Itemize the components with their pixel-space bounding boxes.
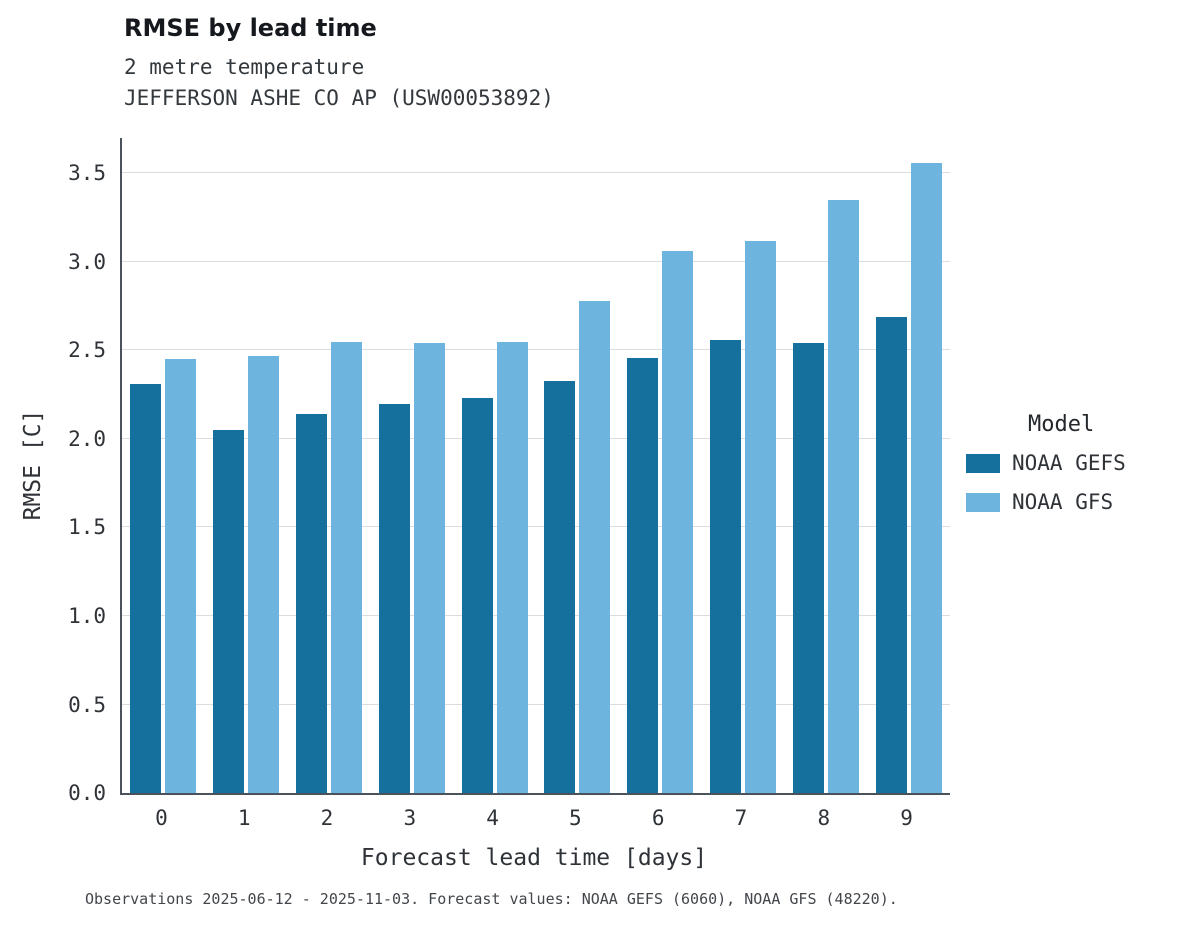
bar-group-8 bbox=[784, 199, 867, 793]
y-tick-label: 3.0 bbox=[68, 249, 106, 274]
gridline bbox=[122, 437, 950, 439]
bar-noaa-gefs-day-4 bbox=[461, 398, 493, 793]
bar-group-0 bbox=[122, 359, 205, 793]
bar-noaa-gfs-day-2 bbox=[330, 341, 362, 793]
bar-noaa-gfs-day-4 bbox=[496, 341, 528, 793]
legend: Model NOAA GEFS NOAA GFS bbox=[966, 412, 1126, 529]
x-tick-label: 8 bbox=[817, 806, 831, 830]
legend-entry-noaa-gfs: NOAA GFS bbox=[966, 490, 1126, 514]
bar-noaa-gfs-day-7 bbox=[744, 240, 776, 793]
bar-noaa-gefs-day-1 bbox=[213, 430, 245, 793]
x-tick-label: 2 bbox=[320, 806, 334, 830]
y-tick-label: 2.5 bbox=[68, 338, 106, 363]
bar-group-1 bbox=[205, 355, 288, 793]
x-tick-label: 9 bbox=[900, 806, 913, 830]
bar-group-3 bbox=[370, 343, 453, 793]
bar-noaa-gefs-day-8 bbox=[792, 343, 824, 793]
x-tick-label: 1 bbox=[237, 806, 251, 830]
x-tick-label: 0 bbox=[155, 806, 168, 830]
bar-noaa-gefs-day-0 bbox=[130, 384, 162, 793]
bar-noaa-gefs-day-5 bbox=[544, 380, 576, 793]
chart-subtitle: 2 metre temperature JEFFERSON ASHE CO AP… bbox=[124, 52, 554, 114]
x-tick-label: 7 bbox=[734, 806, 748, 830]
bar-group-2 bbox=[288, 341, 371, 793]
legend-label: NOAA GFS bbox=[1012, 490, 1114, 514]
subtitle-station: JEFFERSON ASHE CO AP (USW00053892) bbox=[124, 86, 554, 110]
x-axis-title: Forecast lead time [days] bbox=[360, 845, 708, 871]
x-tick-label: 4 bbox=[486, 806, 499, 830]
gridline bbox=[122, 172, 950, 174]
legend-label: NOAA GEFS bbox=[1012, 451, 1126, 475]
bar-noaa-gfs-day-3 bbox=[413, 343, 445, 793]
y-tick-label: 1.0 bbox=[68, 603, 106, 628]
chart-title: RMSE by lead time bbox=[124, 14, 377, 42]
legend-title: Model bbox=[1028, 412, 1095, 437]
bar-noaa-gfs-day-6 bbox=[662, 251, 694, 793]
y-tick-label: 2.0 bbox=[68, 426, 106, 451]
legend-swatch-icon bbox=[966, 453, 1000, 473]
subtitle-variable: 2 metre temperature bbox=[124, 55, 365, 79]
gridline bbox=[122, 260, 950, 262]
x-axis-tick-labels: 0 1 2 3 4 5 6 7 8 9 bbox=[120, 806, 948, 830]
bar-group-6 bbox=[619, 251, 702, 793]
plot-area bbox=[120, 138, 950, 795]
bars-layer bbox=[122, 138, 950, 793]
y-tick-label: 0.0 bbox=[68, 781, 106, 805]
bar-noaa-gefs-day-3 bbox=[378, 403, 410, 793]
bar-noaa-gefs-day-9 bbox=[875, 316, 907, 793]
x-tick-label: 3 bbox=[403, 806, 417, 830]
y-tick-label: 1.5 bbox=[68, 515, 106, 540]
gridline bbox=[122, 526, 950, 528]
bar-noaa-gfs-day-0 bbox=[165, 359, 197, 793]
y-axis-tick-labels: 0.0 0.5 1.0 1.5 2.0 2.5 3.0 3.5 bbox=[0, 138, 106, 804]
y-tick-label: 0.5 bbox=[68, 692, 106, 717]
gridline bbox=[122, 703, 950, 705]
x-tick-label: 6 bbox=[651, 806, 665, 830]
bar-noaa-gfs-day-5 bbox=[579, 300, 611, 793]
bar-noaa-gefs-day-6 bbox=[627, 357, 659, 793]
legend-entry-noaa-gefs: NOAA GEFS bbox=[966, 451, 1126, 475]
footer-caption: Observations 2025-06-12 - 2025-11-03. Fo… bbox=[85, 890, 898, 908]
bar-group-7 bbox=[702, 240, 785, 793]
legend-entries: NOAA GEFS NOAA GFS bbox=[966, 451, 1126, 514]
bar-group-9 bbox=[867, 162, 950, 793]
bar-group-4 bbox=[453, 341, 536, 793]
y-tick-label: 3.5 bbox=[68, 161, 106, 186]
gridline bbox=[122, 614, 950, 616]
bar-group-5 bbox=[536, 300, 619, 793]
gridline bbox=[122, 349, 950, 351]
bar-noaa-gfs-day-1 bbox=[248, 355, 280, 793]
legend-swatch-icon bbox=[966, 492, 1000, 512]
x-tick-label: 5 bbox=[569, 806, 582, 830]
bar-noaa-gfs-day-8 bbox=[827, 199, 859, 793]
bar-noaa-gfs-day-9 bbox=[910, 162, 942, 793]
bar-noaa-gefs-day-7 bbox=[709, 339, 741, 793]
bar-noaa-gefs-day-2 bbox=[295, 414, 327, 793]
